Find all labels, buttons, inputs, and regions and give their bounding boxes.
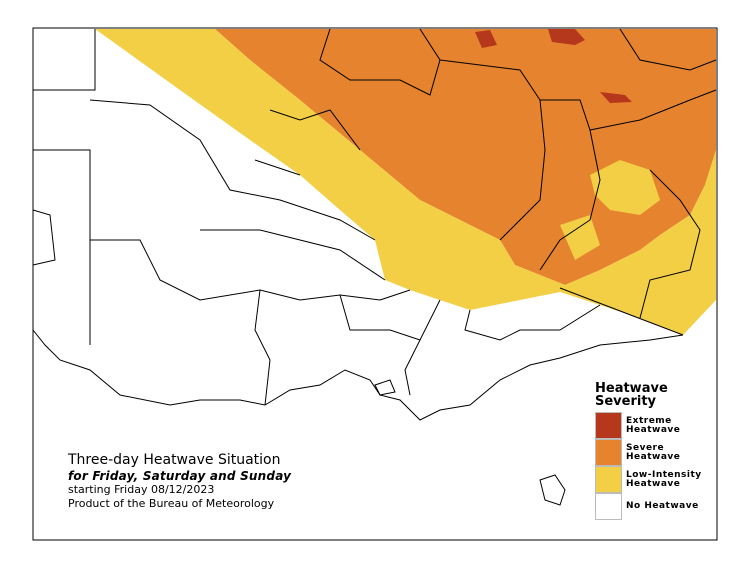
legend-label: Extreme Heatwave (626, 415, 681, 435)
legend-label: Low-Intensity Heatwave (626, 469, 702, 489)
legend-swatch-extreme (595, 412, 622, 439)
legend-swatch-none (595, 493, 622, 520)
legend-swatch-severe (595, 439, 622, 466)
legend-item-severe: Severe Heatwave (595, 439, 716, 466)
legend-swatch-low-intensity (595, 466, 622, 493)
caption-subtitle: for Friday, Saturday and Sunday (68, 469, 292, 483)
legend-title-line2: Severity (595, 394, 657, 409)
legend-title-line1: Heatwave (595, 381, 668, 396)
legend: Heatwave Severity Extreme Heatwave Sever… (595, 382, 716, 520)
boundaries (32, 28, 717, 506)
map-caption: Three-day Heatwave Situation for Friday,… (68, 452, 291, 511)
legend-item-extreme: Extreme Heatwave (595, 412, 716, 439)
extreme-zone (475, 29, 632, 103)
legend-item-none: No Heatwave (595, 493, 716, 520)
caption-title: Three-day Heatwave Situation (68, 452, 281, 468)
caption-start-date: starting Friday 08/12/2023 (68, 483, 215, 496)
legend-label: Severe Heatwave (626, 442, 681, 462)
low-intensity-zone (95, 29, 716, 335)
caption-source: Product of the Bureau of Meteorology (68, 497, 275, 510)
legend-label: No Heatwave (626, 501, 699, 511)
legend-item-low-intensity: Low-Intensity Heatwave (595, 466, 716, 493)
